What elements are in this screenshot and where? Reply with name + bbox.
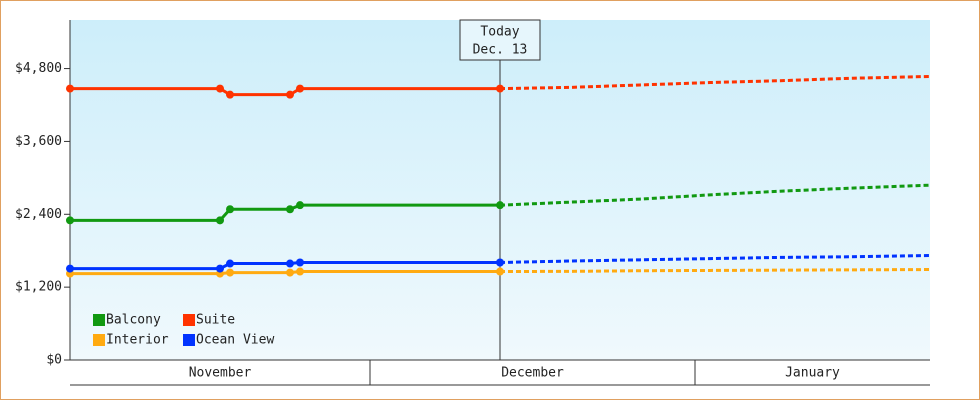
- forecast-line: [499, 254, 931, 264]
- data-point: [216, 84, 224, 93]
- forecast-line: [499, 74, 931, 91]
- data-point: [496, 267, 504, 276]
- legend-swatch: [93, 334, 105, 346]
- data-point: [496, 201, 504, 210]
- data-point: [286, 90, 294, 99]
- today-date: Dec. 13: [473, 43, 528, 58]
- y-tick-label: $0: [46, 353, 62, 368]
- legend-swatch: [93, 314, 105, 326]
- data-point: [286, 268, 294, 277]
- data-point: [66, 264, 74, 273]
- data-point: [66, 216, 74, 225]
- series-line: [70, 203, 500, 222]
- data-point: [226, 90, 234, 99]
- legend-swatch: [183, 314, 195, 326]
- data-point: [226, 259, 234, 268]
- legend-label: Interior: [106, 333, 169, 348]
- data-point: [496, 258, 504, 267]
- data-point: [226, 205, 234, 214]
- forecast-line: [499, 183, 931, 207]
- series-line: [70, 87, 500, 97]
- data-point: [286, 259, 294, 268]
- data-point: [216, 216, 224, 225]
- data-point: [296, 84, 304, 93]
- today-label: Today: [480, 25, 519, 40]
- month-label: December: [501, 366, 564, 381]
- data-point: [226, 268, 234, 277]
- legend-label: Balcony: [106, 313, 161, 328]
- legend-label: Ocean View: [196, 333, 274, 348]
- series-line: [70, 270, 500, 276]
- data-point: [216, 264, 224, 273]
- legend-swatch: [183, 334, 195, 346]
- legend-label: Suite: [196, 313, 235, 328]
- y-tick-label: $3,600: [15, 134, 62, 149]
- data-point: [66, 84, 74, 93]
- data-point: [286, 205, 294, 214]
- data-point: [296, 258, 304, 267]
- y-tick-label: $4,800: [15, 61, 62, 76]
- month-label: January: [785, 366, 840, 381]
- forecast-line: [499, 268, 931, 274]
- series-line: [70, 260, 500, 271]
- data-point: [496, 84, 504, 93]
- data-point: [296, 267, 304, 276]
- today-box: [459, 19, 541, 61]
- data-point: [296, 201, 304, 210]
- month-label: November: [189, 366, 252, 381]
- y-tick-label: $1,200: [15, 280, 62, 295]
- y-tick-label: $2,400: [15, 207, 62, 222]
